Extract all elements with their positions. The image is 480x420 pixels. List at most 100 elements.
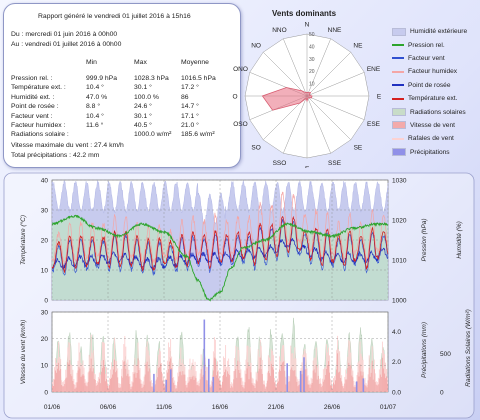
- precip-tick-4.0: 4.0: [392, 329, 401, 336]
- report-wind-max: Vitesse maximale du vent : 27.4 km/h: [11, 142, 124, 149]
- x-tick-21/06: 21/06: [268, 404, 285, 411]
- legend-swatch-4: [392, 84, 404, 87]
- legend-swatch-2: [392, 57, 404, 60]
- pressure-tick-1000: 1000: [392, 297, 407, 304]
- rose-spoke-2: [306, 51, 352, 97]
- legend-swatch-8: [392, 137, 404, 140]
- rose-spoke-3: [306, 72, 365, 97]
- report-min-0: 999.9 hPa: [86, 75, 117, 82]
- temp-tick-20: 20: [41, 237, 49, 244]
- rose-label-S: S: [305, 166, 310, 169]
- legend-item-2: Facteur vent: [392, 52, 478, 65]
- legend-item-5: Température ext.: [392, 92, 478, 105]
- rose-label-N: N: [305, 22, 310, 29]
- legend-swatch-3: [392, 70, 404, 73]
- report-max-2: 100.0 %: [134, 93, 159, 101]
- wind-rose-chart: N NNE NE ENE E ESE SE SSE S SSO SO OSO O ONO NO NNO 10 20…: [232, 22, 382, 169]
- precip-bar-10: [362, 378, 365, 392]
- legend-swatch-0: [392, 27, 406, 36]
- legend-item-3: Facteur humidex: [392, 65, 478, 78]
- report-avg-0: 1016.5 hPa: [181, 75, 216, 82]
- precip-bar-7: [299, 370, 302, 392]
- rose-tick-40: 40: [309, 44, 315, 50]
- pressure-area: [52, 215, 388, 301]
- wind-tick-10: 10: [41, 363, 49, 370]
- pressure-tick-1010: 1010: [392, 257, 407, 264]
- legend-swatch-9: [392, 148, 406, 157]
- legend-label-4: Point de rosée: [408, 81, 451, 89]
- precip-tick-2.0: 2.0: [392, 359, 401, 366]
- wind-rose-title: Vents dominants: [272, 9, 337, 18]
- report-max-6: 1000.0 w/m²: [134, 131, 172, 139]
- report-period-from: Du : mercredi 01 juin 2016 à 00h00: [11, 31, 118, 38]
- x-tick-01/07: 01/07: [380, 404, 397, 411]
- temp-tick-0: 0: [44, 297, 48, 304]
- report-label-3: Point de rosée :: [11, 103, 59, 111]
- report-label-0: Pression rel. :: [11, 75, 53, 82]
- rose-spoke-7: [306, 95, 331, 154]
- legend-label-5: Température ext.: [408, 95, 458, 103]
- rose-label-ESE: ESE: [367, 121, 381, 128]
- rose-tick-10: 10: [309, 82, 315, 88]
- report-min-5: 11.6 °: [86, 122, 104, 129]
- report-total-precip: Total précipitations : 42.2 mm: [11, 152, 100, 159]
- rose-label-SSE: SSE: [328, 160, 342, 167]
- rose-spoke-15: [283, 38, 308, 97]
- legend-swatch-5: [392, 97, 404, 100]
- report-max-3: 24.6 °: [134, 103, 152, 111]
- legend-swatch-1: [392, 44, 404, 47]
- rose-label-OSO: OSO: [233, 121, 247, 128]
- temp-tick-40: 40: [41, 177, 49, 184]
- report-panel: Rapport généré le vendredi 01 juillet 20…: [3, 3, 241, 168]
- legend-label-0: Humidité extérieure: [410, 28, 468, 36]
- chart-legend: Humidité extérieure Pression rel. Facteur …: [392, 25, 478, 159]
- pressure-tick-1030: 1030: [392, 177, 407, 184]
- precip-bar-4: [208, 358, 210, 392]
- report-title: Rapport généré le vendredi 01 juillet 20…: [38, 13, 191, 20]
- temp-tick-30: 30: [41, 207, 49, 214]
- report-avg-4: 17.1 °: [181, 112, 199, 120]
- temp-tick-10: 10: [41, 267, 49, 274]
- report-max-5: 40.5 °: [134, 122, 152, 129]
- report-min-1: 10.4 °: [86, 84, 104, 92]
- report-avg-2: 86: [181, 93, 189, 101]
- rose-label-SE: SE: [354, 144, 363, 151]
- report-label-4: Facteur vent :: [11, 112, 53, 120]
- solar-tick-500: 500: [440, 351, 451, 358]
- report-period-to: Au : vendredi 01 juillet 2016 à 00h00: [11, 41, 122, 48]
- legend-item-4: Point de rosée: [392, 79, 478, 92]
- x-tick-06/06: 06/06: [100, 404, 117, 411]
- precip-axis-label: Précipitations (mm): [421, 322, 428, 378]
- solar-tick-0: 0: [440, 389, 444, 396]
- wind-tick-20: 20: [41, 336, 49, 343]
- rose-label-SO: SO: [251, 144, 260, 151]
- legend-item-8: Rafales de vent: [392, 132, 478, 145]
- precip-tick-0.0: 0.0: [392, 389, 401, 396]
- col-header-min: Min: [86, 59, 97, 66]
- temp-axis-label: Température (°C): [19, 215, 27, 265]
- rose-tick-20: 20: [309, 69, 315, 75]
- rose-spoke-1: [306, 38, 331, 97]
- report-label-2: Humidité ext. :: [11, 93, 55, 101]
- legend-swatch-6: [392, 108, 406, 117]
- rose-label-ENE: ENE: [367, 66, 381, 73]
- precip-bar-1: [165, 379, 168, 392]
- wind-tick-0: 0: [44, 389, 48, 396]
- legend-item-0: Humidité extérieure: [392, 25, 478, 38]
- rose-tick-50: 50: [309, 32, 315, 38]
- legend-item-1: Pression rel.: [392, 38, 478, 51]
- legend-item-9: Précipitations: [392, 146, 478, 159]
- precip-bar-8: [303, 357, 305, 392]
- rose-label-NO: NO: [251, 43, 261, 50]
- precip-bar-6: [286, 363, 288, 392]
- report-label-5: Facteur humidex :: [11, 122, 66, 129]
- legend-label-6: Radiations solaires: [410, 108, 466, 116]
- report-min-3: 8.8 °: [86, 103, 101, 111]
- rose-spoke-5: [306, 95, 365, 120]
- rose-label-NNO: NNO: [272, 27, 286, 34]
- rose-label-E: E: [377, 94, 382, 101]
- legend-label-1: Pression rel.: [408, 41, 445, 49]
- pressure-axis-label: Pression (hPa): [421, 219, 428, 262]
- x-tick-01/06: 01/06: [44, 404, 61, 411]
